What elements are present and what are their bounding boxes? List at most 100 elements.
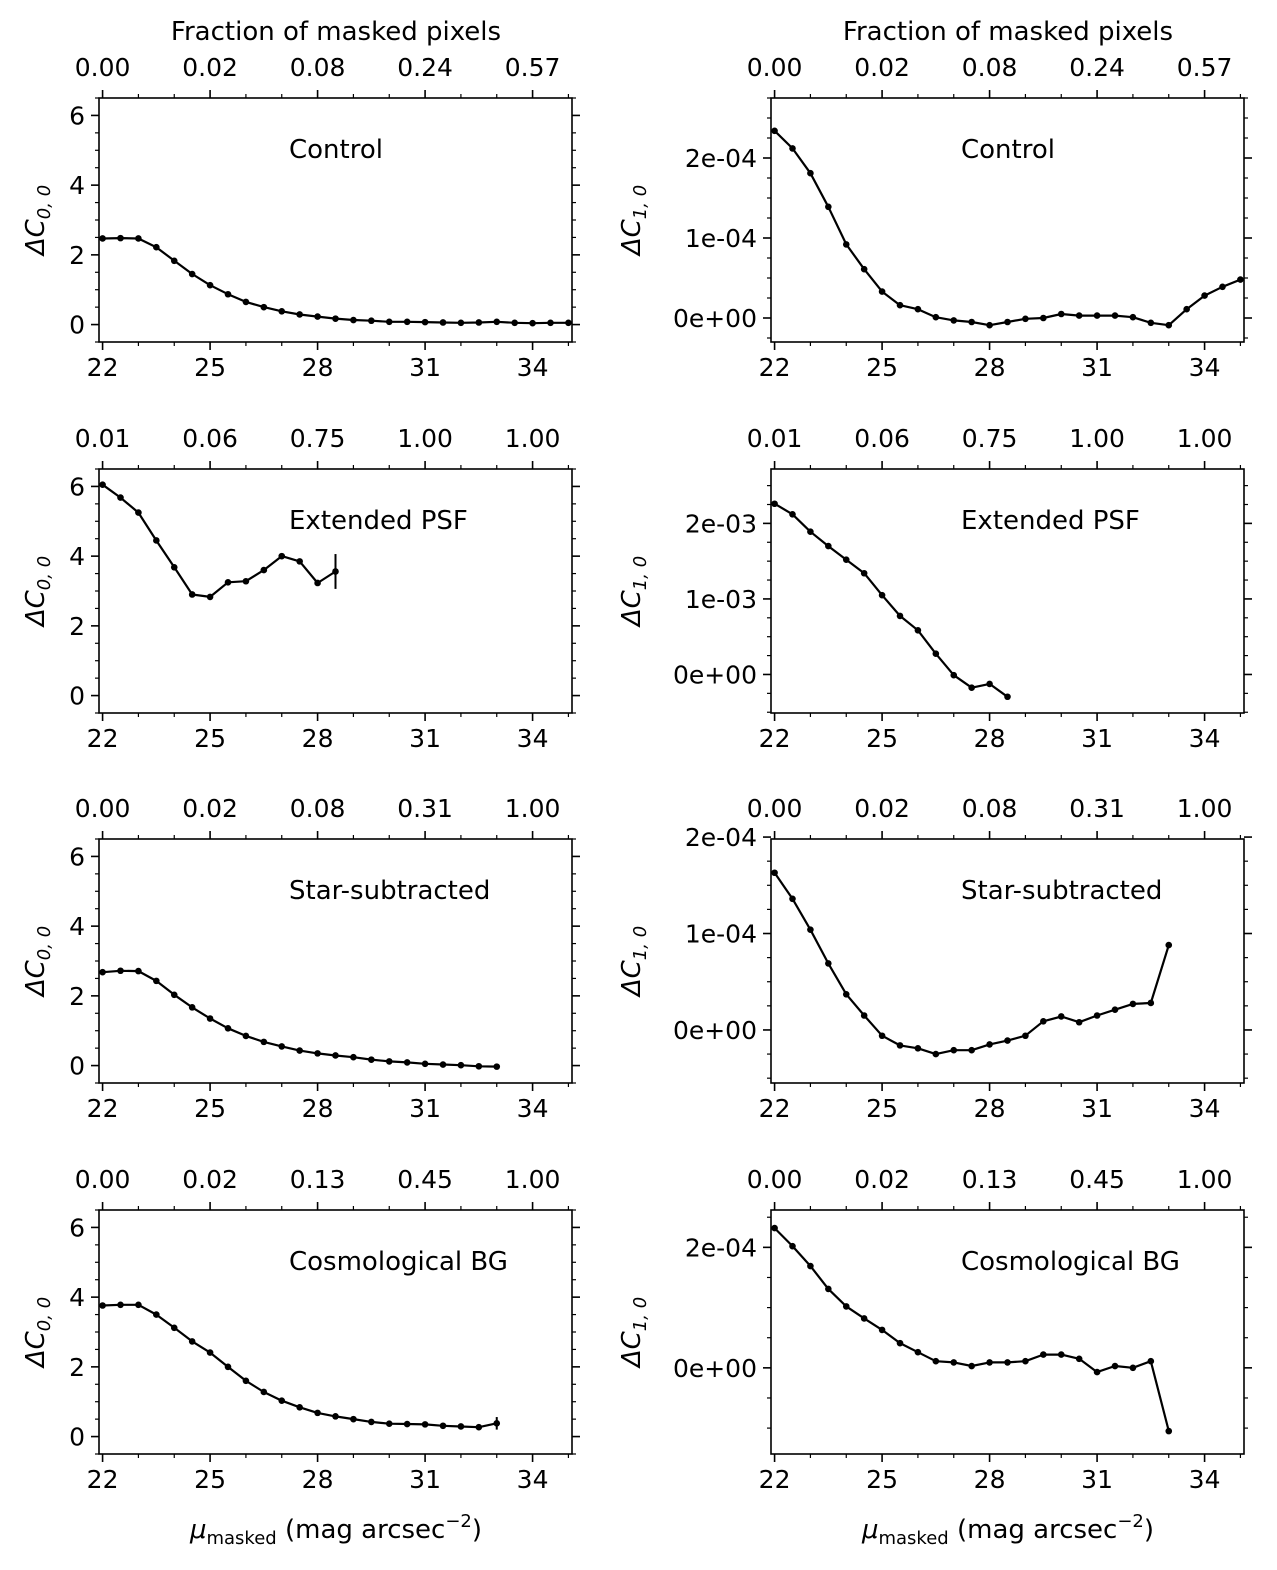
data-point [878, 1326, 886, 1334]
x-tick-label: 28 [302, 1094, 334, 1123]
x-tick-label: 22 [759, 353, 791, 382]
top-tick-label: 0.02 [182, 53, 238, 82]
data-point [242, 577, 250, 585]
series-line [774, 502, 1009, 698]
x-tick-label: 25 [866, 724, 898, 753]
x-tick-label: 34 [1189, 353, 1221, 382]
data-point [1004, 1037, 1011, 1044]
chart-panel-left-0: 22 25 28 31 34 0.00 0.02 0.08 0.24 0.57 0 2 4 6 ΔC0, 0… [21, 53, 580, 382]
data-point [932, 650, 940, 657]
data-point [1165, 321, 1173, 329]
data-point [135, 967, 142, 975]
data-point [789, 145, 796, 152]
plot-frame [770, 1209, 1245, 1455]
panel-title: Control [961, 135, 1055, 165]
y-tick-label: 0e+00 [673, 660, 757, 689]
y-tick-label: 2 [69, 1353, 85, 1382]
x-tick-label: 25 [866, 1094, 898, 1123]
data-point [825, 203, 832, 211]
top-tick-label: 0.06 [182, 424, 238, 453]
plot-frame [770, 468, 1245, 714]
data-point [135, 509, 142, 516]
data-point [188, 591, 196, 598]
top-tick-label: 0.01 [75, 424, 131, 453]
chart-panel-left-3: 22 25 28 31 34 0.00 0.02 0.13 0.45 1.00 0 2 4 6 ΔC0, 0… [21, 1165, 580, 1494]
data-point [1075, 312, 1083, 319]
y-tick-label: 0e+00 [673, 1354, 757, 1383]
x-tick-label: 22 [87, 1094, 119, 1123]
x-tick-label: 22 [759, 1094, 791, 1123]
data-point [950, 317, 958, 324]
data-point [1075, 1355, 1083, 1363]
data-point [529, 319, 536, 327]
data-point [807, 926, 814, 933]
data-point [224, 578, 232, 586]
data-point [896, 1339, 904, 1347]
top-tick-label: 0.02 [854, 1165, 910, 1194]
x-tick-label: 34 [1189, 1094, 1221, 1123]
data-point [807, 528, 814, 535]
data-point [968, 318, 975, 326]
y-tick-label: 2e-04 [685, 823, 757, 852]
data-point [439, 319, 447, 326]
y-tick-label: 0e+00 [673, 1016, 757, 1045]
data-point [1093, 1368, 1101, 1376]
data-point [860, 569, 868, 577]
top-tick-label: 1.00 [1177, 794, 1233, 823]
x-tick-label: 28 [974, 724, 1006, 753]
data-point [457, 319, 465, 327]
data-point [439, 1422, 447, 1430]
data-point [206, 281, 214, 289]
x-tick-label: 31 [409, 1094, 441, 1123]
data-point [1093, 1012, 1101, 1019]
data-point [314, 579, 321, 587]
data-point [314, 1050, 321, 1057]
x-tick-label: 31 [1081, 1094, 1113, 1123]
data-point [475, 1062, 483, 1070]
x-tick-label: 25 [194, 353, 226, 382]
data-point [825, 1285, 832, 1293]
data-point [860, 1315, 868, 1322]
x-tick-label: 22 [87, 1465, 119, 1494]
top-tick-label: 0.75 [962, 424, 1018, 453]
data-point [1040, 314, 1047, 322]
data-point [314, 1409, 321, 1417]
data-point [1111, 1006, 1119, 1014]
data-point [421, 1421, 429, 1428]
data-point [842, 990, 850, 998]
data-point [493, 1063, 501, 1070]
top-tick-label: 1.00 [397, 424, 453, 453]
data-point [1057, 1013, 1065, 1020]
data-point [260, 1038, 268, 1046]
data-point [932, 1050, 940, 1058]
data-point [1040, 1017, 1047, 1025]
data-point [511, 319, 518, 327]
top-tick-label: 0.57 [1177, 53, 1233, 82]
x-tick-label: 28 [302, 724, 334, 753]
data-point [278, 1043, 286, 1050]
data-point [117, 494, 124, 501]
data-point [565, 319, 572, 327]
top-tick-label: 0.01 [747, 424, 803, 453]
top-tick-label: 0.24 [397, 53, 453, 82]
data-point [403, 1420, 411, 1428]
data-point [385, 1420, 393, 1427]
data-point [332, 1413, 339, 1420]
y-axis-label: ΔC1, 0 [617, 1297, 651, 1369]
y-axis-label: ΔC0, 0 [21, 185, 55, 257]
data-point [224, 1024, 232, 1032]
data-point [421, 318, 429, 326]
data-point [350, 1415, 357, 1423]
x-tick-label: 25 [194, 1094, 226, 1123]
data-point [1165, 941, 1173, 949]
data-point [296, 311, 303, 318]
data-point [914, 626, 922, 634]
data-point [368, 317, 375, 325]
top-tick-label: 1.00 [1069, 424, 1125, 453]
data-point [771, 869, 778, 877]
x-tick-label: 34 [517, 1465, 549, 1494]
top-tick-label: 0.02 [182, 1165, 238, 1194]
data-point [260, 303, 268, 311]
data-point [403, 318, 411, 326]
y-tick-label: 6 [69, 101, 85, 130]
